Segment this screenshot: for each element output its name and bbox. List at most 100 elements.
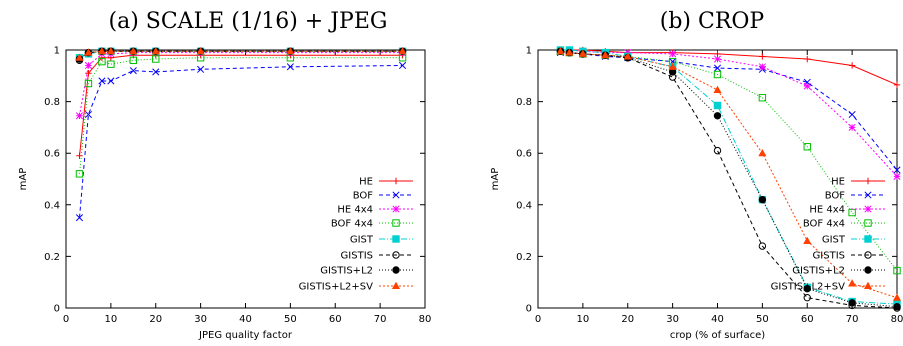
series-line xyxy=(79,50,403,60)
data-point xyxy=(758,242,767,250)
legend-marker xyxy=(392,205,400,213)
x-axis-label: crop (% of surface) xyxy=(670,330,765,341)
data-point xyxy=(893,266,901,275)
x-tick-label: 30 xyxy=(194,314,207,325)
x-tick-label: 40 xyxy=(239,314,252,325)
x-tick-label: 60 xyxy=(329,314,342,325)
data-point xyxy=(84,110,92,119)
legend-marker xyxy=(864,251,872,259)
data-point xyxy=(893,303,901,311)
y-tick-label: 0.6 xyxy=(516,149,532,160)
data-point xyxy=(286,47,295,55)
y-tick-label: 0.8 xyxy=(516,97,532,108)
data-point xyxy=(398,47,407,55)
y-tick-label: 0.2 xyxy=(516,252,532,263)
data-point xyxy=(399,61,407,70)
x-tick-label: 70 xyxy=(374,314,387,325)
data-point xyxy=(848,62,856,69)
series-bof-4x4 xyxy=(556,47,901,275)
data-point xyxy=(75,53,84,61)
legend: HE BOF HE 4x4 BOF 4x4 GIST GISTIS GISTIS+L2 GIS… xyxy=(299,177,413,293)
data-point xyxy=(669,50,677,58)
data-point xyxy=(107,60,115,68)
series-line xyxy=(79,54,403,156)
data-point xyxy=(893,166,901,174)
data-point xyxy=(565,48,574,56)
legend-marker xyxy=(392,235,400,243)
y-axis-label: mAP xyxy=(490,168,501,191)
series-line xyxy=(79,57,403,174)
data-point xyxy=(713,70,722,79)
data-point xyxy=(84,61,92,70)
legend-marker xyxy=(392,251,400,259)
data-point xyxy=(713,101,722,110)
data-point xyxy=(893,172,901,180)
legend-label: HE 4x4 xyxy=(809,205,845,216)
series-bof xyxy=(75,61,407,222)
x-tick-label: 50 xyxy=(284,314,297,325)
data-point xyxy=(803,236,812,244)
legend-label: GISTIS xyxy=(813,251,845,262)
data-point xyxy=(848,299,856,307)
data-point xyxy=(129,47,138,55)
x-tick-label: 10 xyxy=(577,314,590,325)
data-point xyxy=(196,47,205,55)
data-point xyxy=(713,112,722,120)
y-tick-label: 0.4 xyxy=(516,200,532,211)
legend-marker xyxy=(864,191,872,199)
legend-marker xyxy=(392,191,400,199)
data-point xyxy=(803,143,811,151)
data-point xyxy=(75,214,84,222)
legend-label: GIST xyxy=(822,235,846,246)
data-point xyxy=(713,85,722,94)
data-point xyxy=(106,47,115,55)
data-point xyxy=(623,52,632,60)
legend-label: BOF xyxy=(825,191,846,202)
data-point xyxy=(713,55,722,63)
legend-label: BOF xyxy=(353,191,374,202)
series-line xyxy=(560,50,898,308)
data-point xyxy=(803,293,811,302)
legend-marker xyxy=(864,177,872,185)
data-point xyxy=(758,195,767,204)
legend-marker xyxy=(391,281,401,290)
series-bof xyxy=(556,49,901,174)
data-point xyxy=(713,64,722,72)
x-tick-label: 80 xyxy=(419,314,432,325)
data-point xyxy=(893,81,901,89)
data-point xyxy=(803,284,811,293)
legend-label: GIST xyxy=(350,235,374,246)
legend-label: BOF 4x4 xyxy=(803,219,845,230)
legend-label: HE xyxy=(359,177,373,188)
data-point xyxy=(286,63,294,71)
series-gistis-l2-sv xyxy=(75,47,407,61)
series-line xyxy=(560,49,898,177)
x-tick-label: 0 xyxy=(63,314,69,325)
data-point xyxy=(98,77,106,85)
y-tick-label: 0.2 xyxy=(44,252,60,263)
series-he-4x4 xyxy=(75,49,407,120)
x-tick-label: 60 xyxy=(801,314,814,325)
data-point xyxy=(84,79,93,88)
data-point xyxy=(97,47,106,55)
x-tick-label: 10 xyxy=(105,314,118,325)
data-point xyxy=(848,208,856,217)
data-point xyxy=(152,68,160,76)
data-point xyxy=(848,110,856,119)
series-line xyxy=(560,49,898,86)
y-tick-label: 0.4 xyxy=(44,200,60,211)
legend-marker xyxy=(392,219,400,227)
series-gistis-l2-sv xyxy=(556,47,902,301)
y-tick-label: 0 xyxy=(526,304,532,315)
x-tick-label: 20 xyxy=(621,314,634,325)
legend-label: BOF 4x4 xyxy=(331,219,373,230)
data-point xyxy=(848,123,856,131)
data-point xyxy=(129,67,137,75)
data-point xyxy=(129,56,138,65)
legend-marker xyxy=(864,205,872,213)
y-tick-label: 1 xyxy=(526,46,532,57)
data-point xyxy=(803,82,811,90)
data-point xyxy=(892,293,902,301)
legend-label: HE xyxy=(831,177,845,188)
